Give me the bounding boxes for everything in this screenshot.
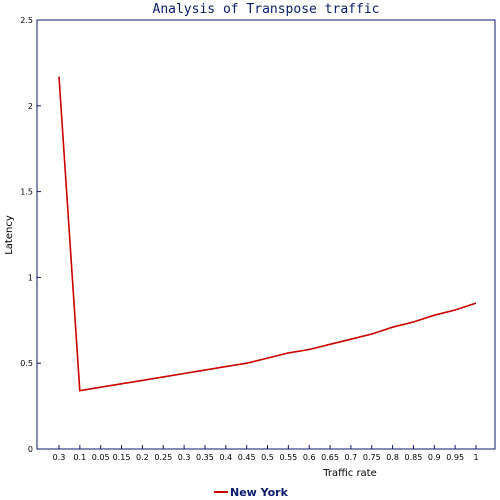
- x-tick-label: 0.4: [219, 453, 232, 462]
- series-layer: [58, 76, 477, 392]
- y-axis-label: Latency: [4, 215, 15, 255]
- y-tick-label: 2.5: [20, 16, 33, 25]
- plot-frame: [36, 19, 496, 450]
- series-line: [58, 76, 477, 392]
- y-tick-label: 2: [28, 102, 33, 111]
- x-tick-label: 0.85: [405, 453, 423, 462]
- x-tick-label: 0.2: [136, 453, 149, 462]
- x-tick-label: 0.7: [345, 453, 358, 462]
- x-tick-label: 0.15: [113, 453, 131, 462]
- x-tick-label: 0.1: [73, 453, 86, 462]
- x-tick-label: 0.25: [154, 453, 172, 462]
- x-tick-label: 0.05: [92, 453, 110, 462]
- x-tick-label: 0.3: [53, 453, 66, 462]
- y-tick-label: 1.5: [20, 188, 33, 197]
- x-tick-label: 0.5: [261, 453, 274, 462]
- x-tick-label: 0.65: [321, 453, 339, 462]
- x-tick-label: 0.95: [446, 453, 464, 462]
- y-tick-label: 0: [28, 445, 33, 454]
- y-tick-label: 1: [28, 273, 33, 282]
- x-tick-label: 0.45: [238, 453, 256, 462]
- y-axis: 0 0.5 1 1.5 2 2.5: [20, 16, 41, 454]
- y-tick-label: 0.5: [20, 359, 33, 368]
- x-tick-label: 0.3: [178, 453, 191, 462]
- chart-title: Analysis of Transpose traffic: [153, 2, 380, 17]
- x-tick-label: 0.35: [196, 453, 214, 462]
- x-tick-label: 0.6: [303, 453, 316, 462]
- x-tick-label: 0.9: [428, 453, 441, 462]
- x-tick-label: 0.8: [386, 453, 399, 462]
- x-axis: 0.3 0.1 0.05 0.15 0.2 0.25 0.3 0.35 0.4 0.45 0.5 0.…: [53, 445, 479, 462]
- x-axis-label: Traffic rate: [322, 468, 377, 479]
- x-tick-label: 0.75: [363, 453, 381, 462]
- x-tick-label: 0.55: [279, 453, 297, 462]
- legend-label: New York: [230, 486, 289, 499]
- x-tick-label: 1: [473, 453, 478, 462]
- legend: New York: [214, 486, 289, 499]
